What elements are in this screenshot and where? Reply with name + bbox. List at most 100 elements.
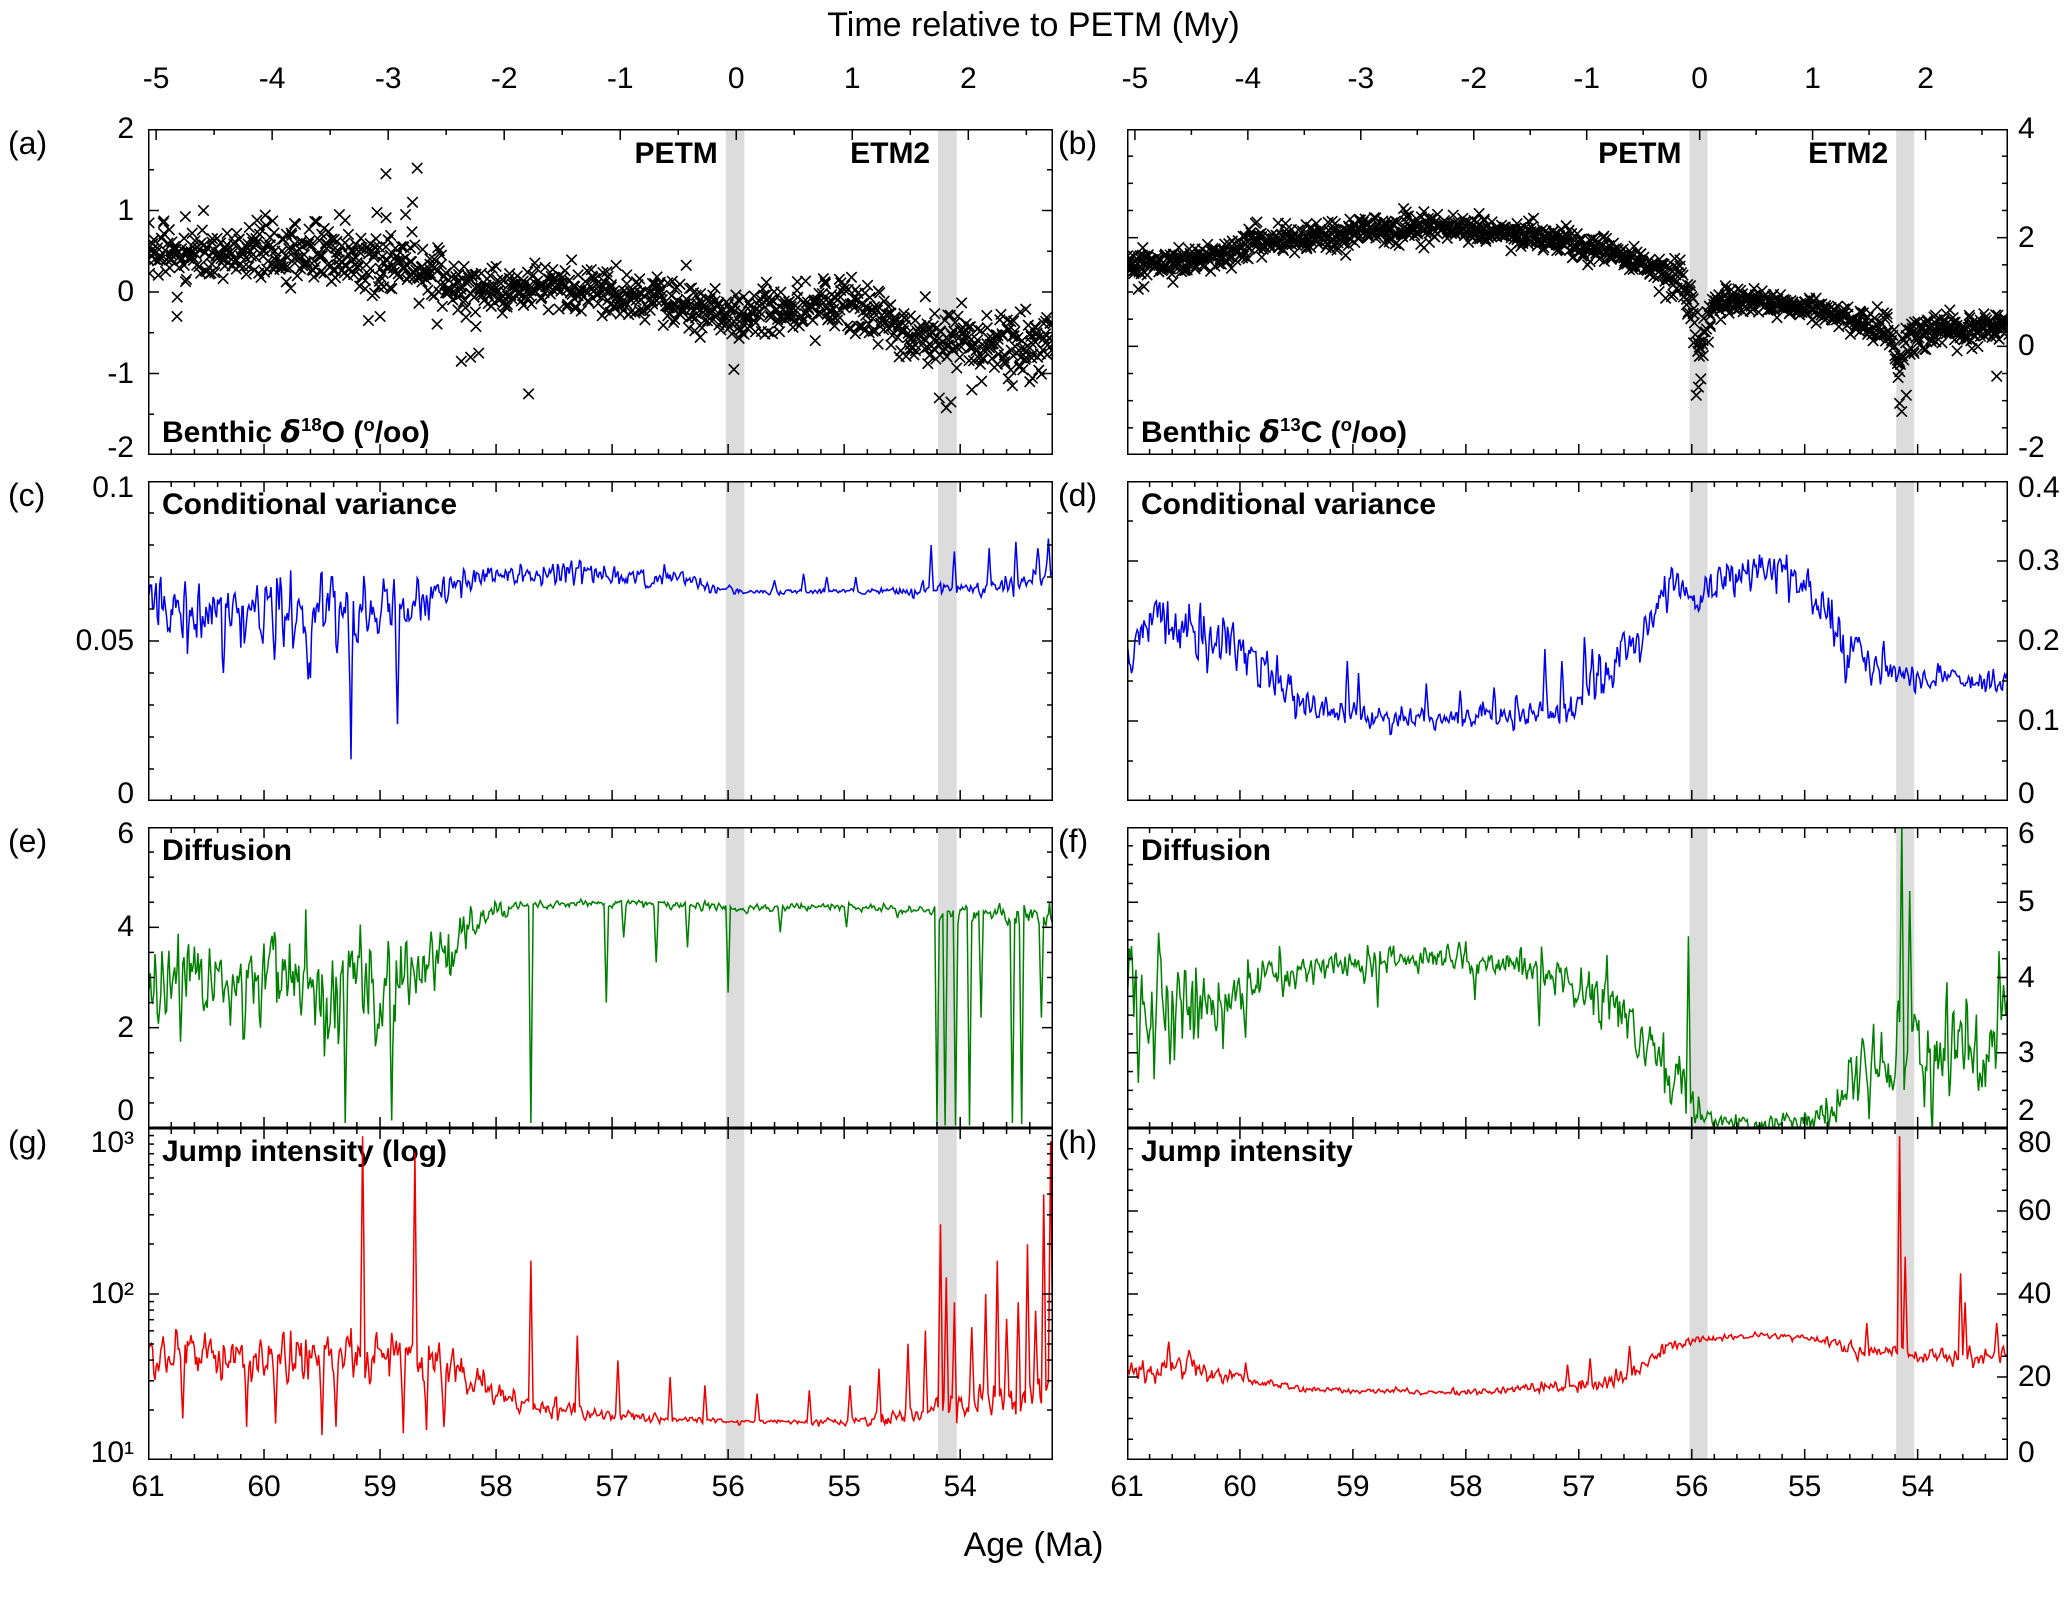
panel-letter-a: (a) <box>8 125 48 161</box>
top-axis-title: Time relative to PETM (My) <box>827 6 1240 44</box>
series-line <box>148 897 1053 1126</box>
etm2-band <box>1896 129 1915 455</box>
y-tick-label: 0 <box>117 275 134 308</box>
y-tick-label: 1 <box>117 193 134 227</box>
etm2-band <box>938 481 957 801</box>
y-tick-label: 0 <box>117 1094 134 1127</box>
x-tick-label: 54 <box>1900 1470 1935 1503</box>
x-tick-label: 59 <box>363 1470 397 1503</box>
x-tick-label: -1 <box>1573 62 1601 95</box>
y-tick-label: 6 <box>117 817 134 850</box>
y-tick-label: 0.05 <box>75 624 134 657</box>
series-line <box>1127 554 2008 736</box>
panel-g-plot <box>148 1128 1053 1460</box>
x-tick-label: -4 <box>1234 62 1262 95</box>
x-tick-label: -2 <box>1460 62 1488 95</box>
axis-ticks <box>148 129 1053 455</box>
x-tick-label: 2 <box>959 62 977 95</box>
x-tick-label: -2 <box>490 62 518 95</box>
x-tick-label: -5 <box>1121 62 1149 95</box>
y-tick-label: 2 <box>117 112 134 145</box>
y-tick-label: 2 <box>2018 220 2035 254</box>
x-tick-label: 60 <box>247 1470 281 1503</box>
panel-f-plot <box>1127 827 2008 1128</box>
series-line <box>1127 827 2008 1128</box>
panel-a-plot <box>148 129 1053 455</box>
scatter-points <box>148 162 1053 414</box>
x-tick-label: -4 <box>258 62 286 95</box>
axis-ticks <box>148 1128 1053 1460</box>
panel-c-plot <box>148 481 1053 801</box>
x-tick-label: 61 <box>131 1470 165 1503</box>
x-tick-label: 1 <box>843 62 861 95</box>
panel-title-g: Jump intensity (log) <box>162 1135 447 1168</box>
y-tick-label: 60 <box>2018 1194 2052 1227</box>
y-tick-label: -2 <box>107 431 134 464</box>
petm-band <box>1689 1128 1708 1460</box>
y-tick-label: 10¹ <box>90 1436 134 1469</box>
x-tick-label: -1 <box>606 62 634 95</box>
panel-b-plot <box>1127 129 2008 455</box>
x-tick-label: -3 <box>374 62 402 95</box>
x-tick-label: 55 <box>1788 1470 1822 1503</box>
x-tick-label: 58 <box>1449 1470 1483 1503</box>
bottom-axis-title: Age (Ma) <box>963 1526 1104 1564</box>
axis-ticks <box>1127 481 2008 801</box>
series-line <box>1127 1136 2008 1397</box>
x-tick-label: 57 <box>595 1470 629 1503</box>
panel-letter-h: (h) <box>1058 1124 1098 1160</box>
y-tick-label: 0 <box>2018 329 2035 363</box>
y-tick-label: 80 <box>2018 1126 2052 1159</box>
x-tick-label: 56 <box>1675 1470 1709 1503</box>
y-tick-label: 0.4 <box>2018 471 2060 504</box>
y-tick-label: 5 <box>2018 885 2035 919</box>
y-tick-label: 0.3 <box>2018 544 2060 577</box>
panel-title-c: Conditional variance <box>162 488 458 521</box>
etm2-label-a: ETM2 <box>850 137 931 170</box>
y-tick-label: 40 <box>2018 1277 2052 1310</box>
y-tick-label: 20 <box>2018 1360 2052 1393</box>
y-tick-label: 0 <box>2018 777 2035 810</box>
y-tick-label: 4 <box>2018 112 2035 145</box>
x-tick-label: 61 <box>1110 1470 1144 1503</box>
petm-band <box>725 1128 745 1460</box>
x-tick-label: -3 <box>1347 62 1375 95</box>
petm-band <box>1689 827 1708 1128</box>
panel-title-b: Benthic δ13C (o/oo) <box>1141 414 1408 450</box>
panel-border <box>148 827 1053 1128</box>
panel-border <box>1127 481 2008 801</box>
y-tick-label: 0.1 <box>2018 704 2060 737</box>
y-tick-label: 10³ <box>90 1126 134 1159</box>
panel-title-a: Benthic δ18O (o/oo) <box>162 414 430 450</box>
y-tick-label: 3 <box>2018 1035 2035 1069</box>
x-tick-label: 59 <box>1336 1470 1370 1503</box>
series-line <box>148 538 1053 760</box>
panel-h-plot <box>1127 1128 2008 1460</box>
panel-letter-b: (b) <box>1058 125 1098 161</box>
panel-border <box>1127 1128 2008 1460</box>
panel-letter-d: (d) <box>1058 477 1098 513</box>
axis-ticks <box>1127 827 2008 1128</box>
x-tick-label: 2 <box>1917 62 1934 95</box>
panel-letter-e: (e) <box>8 823 48 859</box>
petm-band <box>1689 129 1708 455</box>
scatter-points <box>1127 202 2008 418</box>
panel-title-f: Diffusion <box>1141 834 1271 867</box>
x-tick-label: 0 <box>727 62 745 95</box>
series-line <box>148 1136 1053 1436</box>
axis-ticks <box>1127 1128 2008 1460</box>
petm-band <box>725 827 745 1128</box>
y-tick-label: 6 <box>2018 817 2035 850</box>
y-tick-label: -1 <box>107 356 134 390</box>
y-tick-label: 2 <box>117 1010 134 1044</box>
x-tick-label: 58 <box>479 1470 513 1503</box>
x-tick-label: 54 <box>943 1470 977 1503</box>
y-tick-label: 10² <box>90 1277 134 1310</box>
y-tick-label: 0.2 <box>2018 624 2060 657</box>
etm2-label-b: ETM2 <box>1808 137 1889 170</box>
petm-label-a: PETM <box>634 137 718 170</box>
x-tick-label: 60 <box>1223 1470 1257 1503</box>
y-tick-label: 0 <box>2018 1436 2035 1469</box>
axis-ticks <box>1127 129 2008 455</box>
